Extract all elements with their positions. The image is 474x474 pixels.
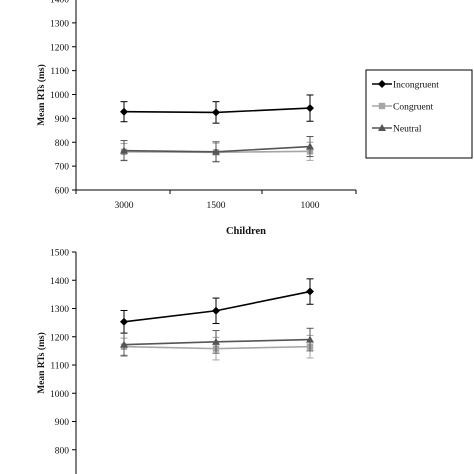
y-tick-label: 900 bbox=[55, 115, 70, 125]
data-point bbox=[120, 107, 128, 116]
legend-label: Congruent bbox=[393, 103, 433, 113]
y-tick-label: 1300 bbox=[50, 305, 69, 315]
y-tick-label: 1000 bbox=[50, 91, 69, 101]
data-point bbox=[120, 146, 128, 154]
data-point bbox=[212, 306, 220, 315]
y-tick-label: 600 bbox=[55, 187, 70, 197]
y-tick-label: 1200 bbox=[50, 333, 69, 343]
x-tick-label: 1500 bbox=[207, 201, 226, 211]
legend-label: Incongruent bbox=[393, 81, 439, 91]
y-tick-label: 1300 bbox=[50, 19, 69, 29]
data-point bbox=[120, 340, 128, 348]
children-rt-chart: 700800900100011001200130014001500Mean RT… bbox=[36, 249, 314, 474]
y-tick-label: 1100 bbox=[50, 67, 69, 77]
data-point bbox=[212, 108, 220, 117]
data-point bbox=[212, 147, 220, 155]
legend-marker bbox=[378, 124, 386, 131]
y-axis-label: Mean RTs (ms) bbox=[36, 64, 47, 126]
y-tick-label: 1000 bbox=[50, 390, 69, 400]
series-neutral bbox=[120, 327, 314, 357]
data-point bbox=[306, 287, 314, 296]
y-tick-label: 1100 bbox=[50, 362, 69, 372]
legend-label: Neutral bbox=[393, 125, 422, 135]
y-tick-label: 700 bbox=[55, 163, 70, 173]
series-line bbox=[123, 290, 311, 323]
y-tick-label: 1400 bbox=[50, 277, 69, 287]
data-point bbox=[306, 335, 314, 343]
y-tick-label: 1400 bbox=[50, 0, 69, 6]
y-tick-label: 1500 bbox=[50, 249, 69, 259]
y-tick-label: 800 bbox=[55, 139, 70, 149]
y-tick-label: 900 bbox=[55, 418, 70, 428]
chart-title-children: Children bbox=[226, 226, 266, 237]
x-tick-label: 1000 bbox=[301, 201, 320, 211]
y-axis-label: Mean RTs (ms) bbox=[36, 332, 47, 394]
chart-legend: Incongruent Congruent Neutral bbox=[365, 69, 473, 159]
x-tick-label: 3000 bbox=[115, 201, 134, 211]
series-incongruent bbox=[120, 94, 314, 124]
series-neutral bbox=[120, 136, 314, 163]
data-point bbox=[120, 317, 128, 326]
series-congruent bbox=[120, 334, 314, 361]
data-point bbox=[212, 337, 220, 345]
y-tick-label: 1200 bbox=[50, 43, 69, 53]
adults-rt-chart: 600 700 800 900 1000 1100 1200 1300 1400 3000 1500… bbox=[36, 0, 357, 211]
legend-marker bbox=[378, 102, 386, 110]
data-point bbox=[306, 142, 314, 150]
data-point bbox=[306, 104, 314, 113]
legend-marker bbox=[378, 80, 386, 88]
series-incongruent bbox=[120, 278, 314, 334]
y-tick-label: 800 bbox=[55, 446, 70, 456]
